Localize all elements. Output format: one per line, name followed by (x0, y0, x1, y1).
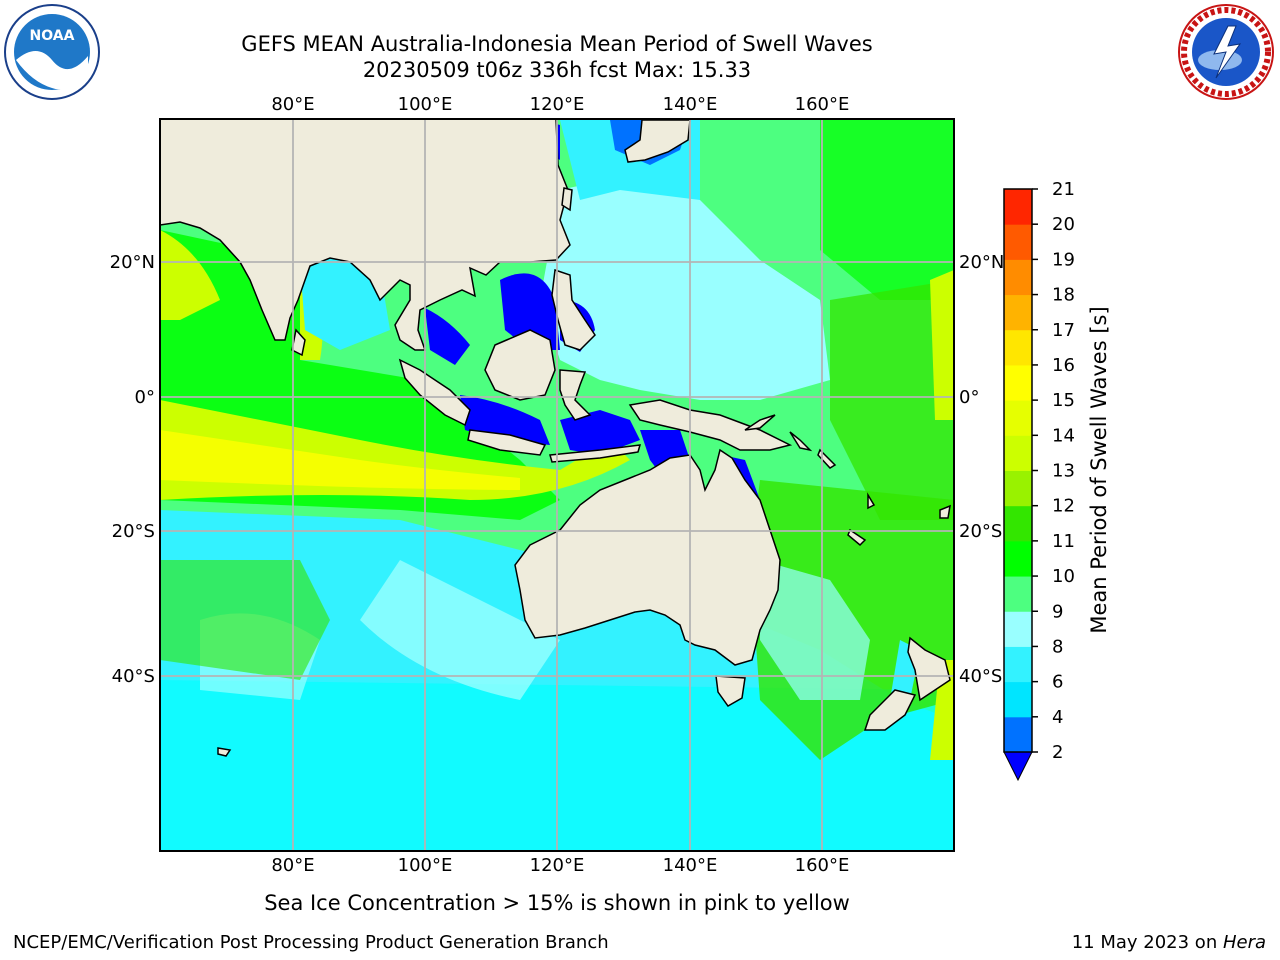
colorbar-tick-label: 11 (1052, 531, 1075, 552)
colorbar-tick-label: 19 (1052, 249, 1075, 270)
lat-label: 40°S (959, 666, 1002, 687)
colorbar-tick-label: 18 (1052, 285, 1075, 306)
colorbar-segment (1004, 611, 1032, 647)
colorbar-tick-label: 14 (1052, 425, 1075, 446)
lat-label: 40°S (112, 666, 155, 687)
nws-logo-icon (1178, 4, 1274, 100)
land-philippines (551, 268, 596, 351)
noaa-logo-text: NOAA (30, 28, 75, 44)
land-new-zealand-south (863, 689, 917, 731)
footer-credit: NCEP/EMC/Verification Post Processing Pr… (13, 932, 609, 953)
swell-field-gulf-of-thailand (425, 308, 470, 365)
colorbar-under-arrow (1003, 751, 1033, 782)
land-java (467, 429, 547, 456)
colorbar-tick-label: 2 (1052, 742, 1063, 763)
land-tasmania (715, 675, 746, 707)
noaa-logo-icon: NOAA (4, 4, 100, 100)
colorbar-segment (1004, 294, 1032, 331)
land-sumatra (398, 358, 471, 427)
colorbar-segment (1004, 505, 1032, 542)
lat-labels-right: 20°N 0° 20°S 40°S (959, 252, 1004, 687)
land-asia (160, 119, 571, 351)
colorbar-segment (1004, 435, 1032, 471)
lon-labels-top: 80°E 100°E 120°E 140°E 160°E (271, 94, 849, 115)
lat-label: 20°S (112, 521, 155, 542)
colorbar-segment (1004, 259, 1032, 296)
lon-label: 80°E (271, 855, 314, 876)
colorbar-tick-label: 16 (1052, 355, 1075, 376)
colorbar-tick-label: 10 (1052, 566, 1075, 587)
colorbar-segment (1004, 364, 1032, 401)
lon-label: 160°E (795, 855, 850, 876)
colorbar-tick-label: 6 (1052, 672, 1063, 693)
lon-labels-bottom: 80°E 100°E 120°E 140°E 160°E (271, 855, 849, 876)
lat-label: 20°N (110, 252, 155, 273)
colorbar-segment (1004, 646, 1032, 683)
lat-label: 0° (135, 387, 155, 408)
lat-label: 20°S (959, 521, 1002, 542)
lat-labels-left: 20°N 0° 20°S 40°S (110, 252, 155, 687)
lon-label: 100°E (398, 855, 453, 876)
colorbar-tick-label: 13 (1052, 461, 1075, 482)
lon-label: 120°E (530, 855, 585, 876)
land-sulawesi (559, 369, 592, 421)
colorbar-tick-label: 9 (1052, 601, 1063, 622)
footer-host: Hera (1222, 932, 1266, 953)
chart-title: GEFS MEAN Australia-Indonesia Mean Perio… (241, 32, 873, 56)
lon-label: 140°E (663, 855, 718, 876)
colorbar-segment (1004, 576, 1032, 612)
lon-label: 120°E (530, 94, 585, 115)
footer-date-text: 11 May 2023 on (1071, 932, 1223, 953)
colorbar-segment (1004, 189, 1032, 225)
colorbar-tick-label: 17 (1052, 320, 1075, 341)
colorbar-tick-label: 12 (1052, 496, 1075, 517)
lat-label: 0° (959, 387, 979, 408)
colorbar-segment (1004, 400, 1032, 436)
lon-label: 100°E (398, 94, 453, 115)
colorbar-tick-label: 15 (1052, 390, 1075, 411)
map-gridlines (160, 119, 954, 851)
colorbar-segment (1004, 716, 1032, 753)
lon-label: 160°E (795, 94, 850, 115)
colorbar-segment (1004, 681, 1032, 718)
colorbar-tick-label: 4 (1052, 707, 1063, 728)
landmask (160, 119, 951, 757)
colorbar-tick-label: 8 (1052, 636, 1063, 657)
colorbar-segment (1004, 329, 1032, 366)
chart-subtitle: 20230509 t06z 336h fcst Max: 15.33 (362, 58, 752, 82)
lon-label: 140°E (663, 94, 718, 115)
colorbar-segment (1004, 470, 1032, 507)
sea-ice-caption: Sea Ice Concentration > 15% is shown in … (264, 891, 850, 915)
swell-field-west-pacific (540, 182, 830, 400)
colorbar-label: Mean Period of Swell Waves [s] (1087, 306, 1111, 633)
land-australia (514, 448, 781, 666)
colorbar-tick-label: 20 (1052, 214, 1075, 235)
land-new-zealand-north (907, 636, 951, 702)
colorbar-segment (1004, 224, 1032, 260)
lat-label: 20°N (959, 252, 1004, 273)
map-frame (159, 118, 955, 852)
colorbar: 2 4 6 8 9 10 11 12 13 14 15 16 17 18 19 20 21 (1003, 179, 1075, 782)
colorbar-segment (1004, 540, 1032, 577)
land-borneo (484, 329, 556, 401)
footer-date: 11 May 2023 on Hera (1072, 932, 1266, 953)
colorbar-tick-label: 21 (1052, 179, 1075, 200)
lon-label: 80°E (271, 94, 314, 115)
